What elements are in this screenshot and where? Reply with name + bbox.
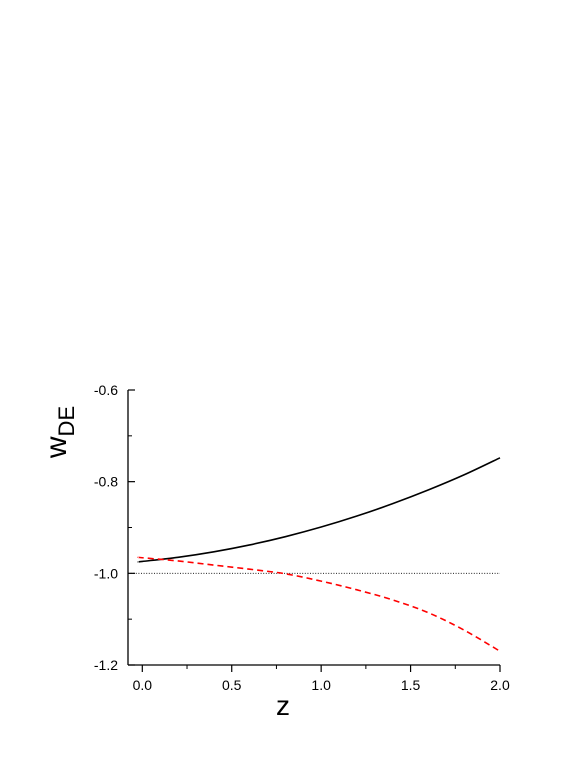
- y-tick-label: -1.0: [94, 565, 118, 581]
- y-axis-label-subscript: DE: [54, 406, 79, 437]
- y-axis-label-main: w: [40, 436, 73, 459]
- svg-text:wDE: wDE: [40, 406, 79, 459]
- y-tick-label: -1.2: [94, 657, 118, 673]
- series-line-dashed: [137, 556, 501, 652]
- x-axis-label: z: [276, 690, 290, 721]
- ticks-group: -1.2 -1.0 -0.8 -0.6 0.0 0.5 1.0 1.5 2.0: [94, 382, 510, 693]
- series-group: [137, 457, 501, 652]
- axes: [127, 390, 500, 666]
- x-tick-label: 0.5: [222, 677, 242, 693]
- x-tick-label: 0.0: [133, 677, 153, 693]
- x-tick-label: 2.0: [490, 677, 510, 693]
- series-line-solid: [137, 457, 501, 563]
- x-tick-label: 1.5: [401, 677, 421, 693]
- x-tick-label: 1.0: [311, 677, 331, 693]
- y-tick-label: -0.8: [94, 474, 118, 490]
- y-axis-label: wDE: [40, 406, 79, 459]
- y-tick-label: -0.6: [94, 382, 118, 398]
